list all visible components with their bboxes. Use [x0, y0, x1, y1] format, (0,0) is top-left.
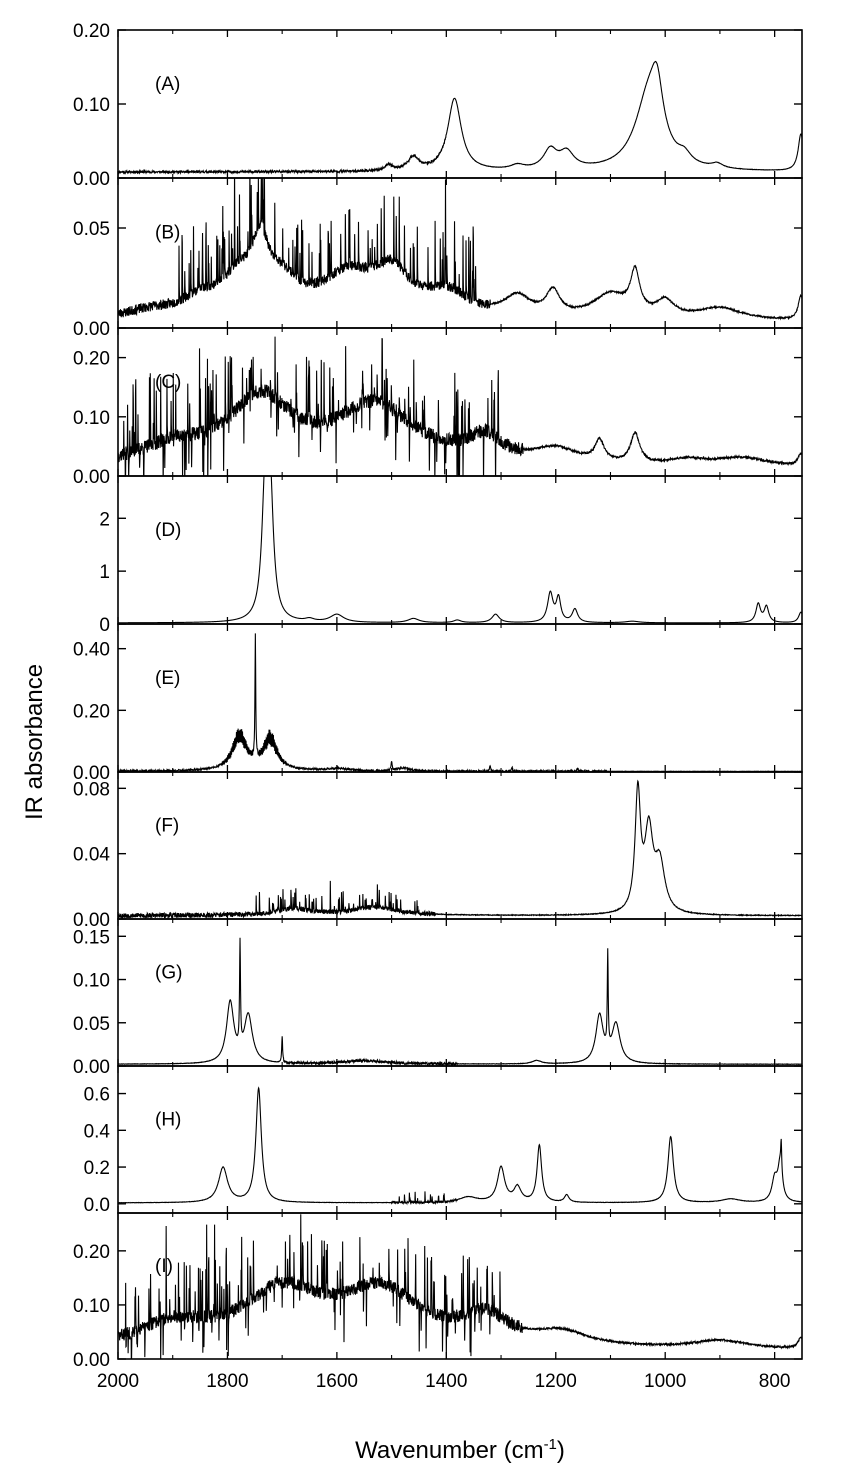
x-axis-title-close: ): [557, 1437, 565, 1464]
spectrum-line: [118, 633, 802, 772]
y-tick-label: 0.4: [84, 1121, 111, 1142]
panel-label: (B): [155, 223, 180, 244]
y-tick-label: 0.20: [73, 1242, 110, 1263]
panel-a: 0.00 0.10 0.20 (A): [73, 21, 803, 190]
panel-frame: [117, 29, 803, 179]
panel-label: (A): [155, 74, 180, 95]
panel-label: (H): [155, 1109, 181, 1130]
panel-frame: [117, 475, 803, 625]
panel-f: 0.00 0.04 0.08 (F): [73, 771, 803, 931]
y-tick-label: 0.00: [73, 910, 110, 931]
spectrum-line: [118, 937, 802, 1066]
panel-label: (E): [155, 668, 180, 689]
spectrum-line: [118, 178, 802, 321]
panel-h: 0.0 0.2 0.4 0.6 (H): [84, 1065, 803, 1216]
y-tick-label: 0.00: [73, 467, 110, 488]
panel-frame: [117, 623, 803, 773]
y-tick-label: 0.0: [84, 1195, 110, 1216]
y-tick-label: 0.10: [73, 1296, 110, 1317]
x-axis: 2000 1800 1600 1400 1200 1000 800: [97, 1371, 791, 1392]
spectrum-line: [118, 1086, 802, 1206]
y-tick-label: 0.20: [73, 349, 110, 370]
spectrum-line: [118, 336, 802, 476]
panel-d: 0 1 2 (D): [99, 475, 803, 636]
panel-frame: [117, 1212, 803, 1360]
panel-frame: [117, 177, 803, 329]
y-tick-label: 0.05: [73, 1014, 110, 1035]
panel-label: (G): [155, 962, 182, 983]
x-tick-label: 2000: [97, 1371, 139, 1392]
y-tick-label: 0.15: [73, 927, 110, 948]
y-tick-label: 0.08: [73, 779, 110, 800]
y-tick-label: 0.10: [73, 971, 110, 992]
panel-label: (F): [155, 815, 179, 836]
y-tick-label: 1: [99, 562, 110, 583]
y-tick-label: 0.00: [73, 319, 110, 340]
y-tick-label: 2: [99, 509, 110, 530]
panel-label: (I): [155, 1256, 173, 1277]
y-tick-label: 0.05: [73, 219, 110, 240]
panel-frame: [117, 918, 803, 1067]
y-tick-label: 0.10: [73, 408, 110, 429]
y-tick-label: 0.6: [84, 1085, 110, 1106]
y-tick-label: 0.20: [73, 701, 110, 722]
x-tick-label: 1600: [316, 1371, 358, 1392]
x-tick-label: 1000: [644, 1371, 686, 1392]
y-tick-label: 0.2: [84, 1158, 110, 1179]
spectrum-line: [118, 779, 802, 919]
panel-b: 0.00 0.05 (B): [73, 177, 803, 340]
x-axis-title: Wavenumber (cm-1): [355, 1436, 565, 1464]
spectrum-line: [118, 476, 802, 624]
panel-label: (D): [155, 520, 181, 541]
x-axis-title-main: Wavenumber (cm: [355, 1437, 543, 1464]
y-tick-label: 0.40: [73, 640, 110, 661]
panel-i: 0.00 0.10 0.20 (I): [73, 1212, 803, 1371]
y-tick-label: 0.00: [73, 1057, 110, 1078]
x-tick-label: 1200: [535, 1371, 577, 1392]
y-axis-title: IR absorbance: [21, 664, 48, 820]
x-tick-label: 800: [759, 1371, 791, 1392]
y-tick-label: 0.04: [73, 845, 110, 866]
x-tick-label: 1400: [425, 1371, 467, 1392]
y-tick-label: 0.00: [73, 763, 110, 784]
x-tick-label: 1800: [206, 1371, 248, 1392]
panel-frame: [117, 771, 803, 920]
y-tick-label: 0.20: [73, 21, 110, 42]
spectra-panels: 0.000.100.20(A)0.000.05 (B)0.000.100.20(C…: [73, 21, 803, 1371]
x-axis-title-superscript: -1: [544, 1436, 557, 1453]
y-tick-label: 0: [99, 615, 110, 636]
y-tick-label: 0.00: [73, 169, 110, 190]
spectrum-line: [118, 60, 802, 176]
panel-e: 0.00 0.20 0.40 (E): [73, 623, 803, 784]
panel-label: (C): [155, 372, 181, 393]
panel-frame: [117, 1065, 803, 1214]
y-tick-label: 0.00: [73, 1350, 110, 1371]
spectrum-line: [118, 1214, 802, 1359]
y-tick-label: 0.10: [73, 95, 110, 116]
panel-c: 0.00 0.10 0.20 (C): [73, 327, 803, 488]
panel-g: 0.00 0.05 0.10 0.15 (G): [73, 918, 803, 1078]
